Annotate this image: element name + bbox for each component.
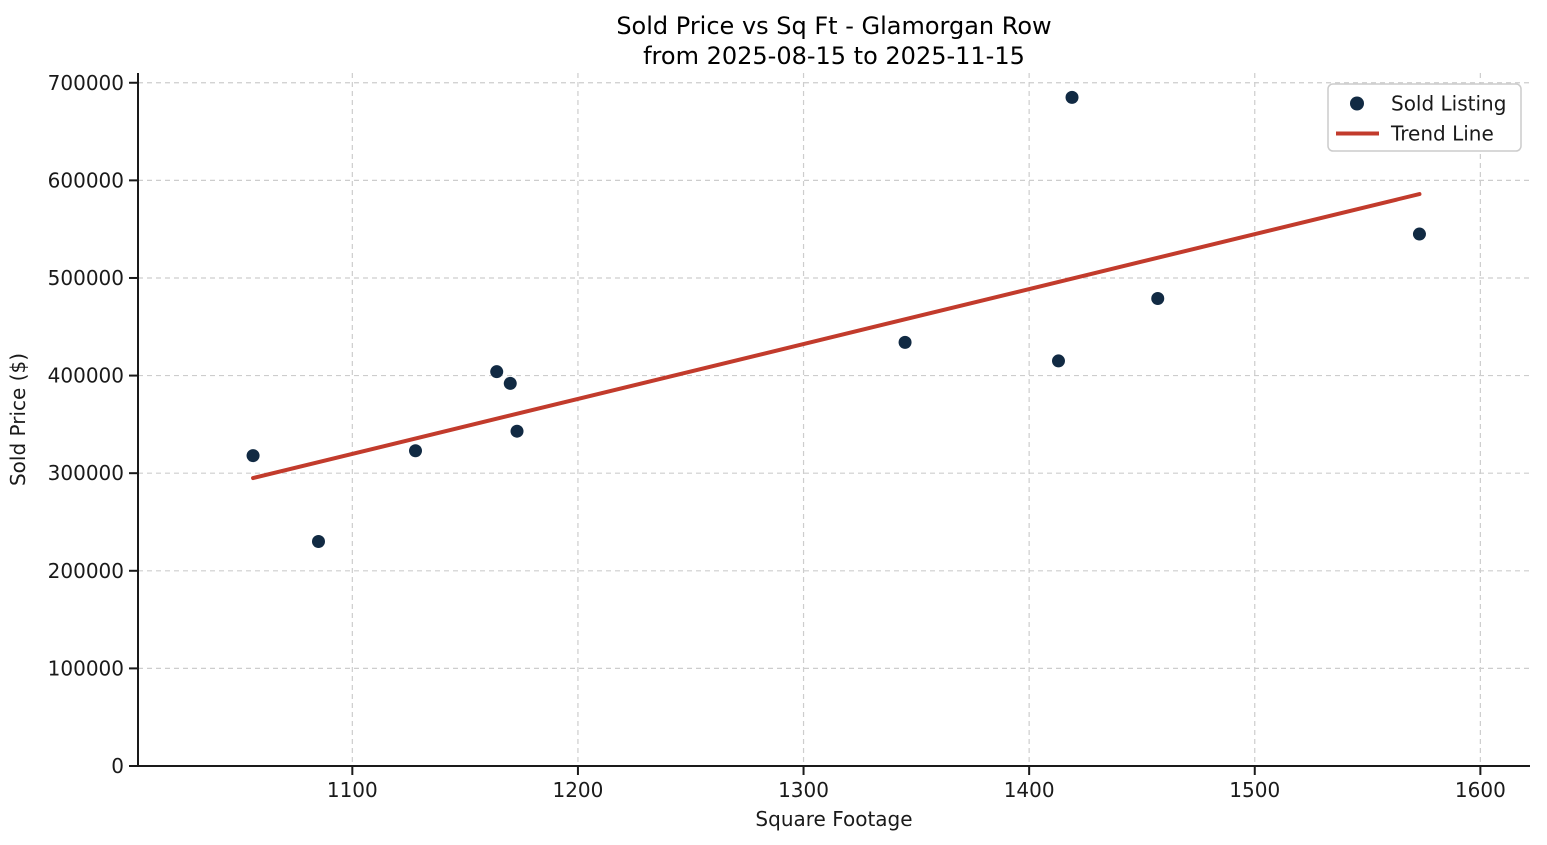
scatter-point: [311, 535, 325, 549]
scatter-point: [503, 376, 517, 390]
y-tick-label: 400000: [48, 364, 124, 388]
x-tick-label: 1200: [552, 778, 603, 802]
chart-subtitle: from 2025-08-15 to 2025-11-15: [643, 42, 1025, 70]
x-axis-label: Square Footage: [755, 807, 912, 831]
x-tick-label: 1400: [1004, 778, 1055, 802]
gridlines: [138, 73, 1530, 767]
x-tick-label: 1500: [1229, 778, 1280, 802]
legend-scatter-marker: [1350, 96, 1364, 111]
y-tick-label: 200000: [48, 559, 124, 583]
chart-title: Sold Price vs Sq Ft - Glamorgan Row: [616, 12, 1051, 40]
y-tick-label: 700000: [48, 71, 124, 95]
scatter-point: [898, 335, 912, 349]
y-axis-label: Sold Price ($): [6, 353, 30, 486]
y-tick-label: 300000: [48, 461, 124, 485]
tick-labels: 1100 1200 1300 1400 1500 1600 0 100000 200000 300…: [48, 71, 1506, 802]
scatter-point: [1151, 291, 1165, 305]
legend: Sold Listing Trend Line: [1327, 83, 1522, 152]
scatter-point: [1065, 90, 1079, 104]
x-tick-label: 1100: [327, 778, 378, 802]
scatter-point: [246, 449, 260, 463]
legend-label: Sold Listing: [1391, 92, 1506, 116]
scatter-point: [1412, 227, 1426, 241]
scatter-point: [510, 424, 524, 438]
y-tick-label: 0: [111, 754, 124, 778]
trend-line: [251, 192, 1422, 481]
scatter-point: [490, 365, 504, 379]
scatter-point: [408, 444, 422, 458]
axes: [129, 73, 1530, 775]
y-tick-label: 500000: [48, 266, 124, 290]
series-layer: [246, 90, 1426, 549]
x-tick-label: 1600: [1455, 778, 1506, 802]
scatter-point: [1051, 354, 1065, 368]
x-tick-label: 1300: [778, 778, 829, 802]
y-tick-label: 600000: [48, 168, 124, 192]
y-tick-label: 100000: [48, 656, 124, 680]
legend-label: Trend Line: [1390, 122, 1494, 146]
